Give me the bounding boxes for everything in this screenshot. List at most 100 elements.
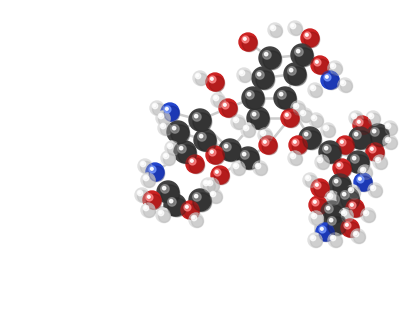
Circle shape	[386, 138, 397, 149]
Circle shape	[291, 44, 313, 66]
Circle shape	[194, 72, 208, 86]
Circle shape	[370, 115, 372, 116]
Circle shape	[310, 114, 324, 128]
Circle shape	[252, 67, 274, 89]
Circle shape	[224, 103, 226, 106]
Circle shape	[193, 193, 212, 212]
Circle shape	[262, 139, 278, 155]
Circle shape	[325, 205, 333, 213]
Circle shape	[342, 82, 344, 84]
Circle shape	[316, 223, 334, 241]
Circle shape	[189, 158, 204, 173]
Circle shape	[339, 139, 354, 155]
Circle shape	[231, 161, 245, 175]
Circle shape	[318, 158, 321, 161]
Circle shape	[386, 124, 389, 127]
Circle shape	[352, 230, 366, 244]
Circle shape	[189, 158, 196, 165]
Circle shape	[189, 109, 211, 131]
Circle shape	[163, 153, 169, 159]
Circle shape	[166, 142, 180, 156]
Circle shape	[373, 155, 387, 169]
Circle shape	[290, 152, 303, 166]
Circle shape	[194, 129, 216, 151]
Circle shape	[256, 71, 264, 79]
Circle shape	[213, 168, 230, 185]
Circle shape	[158, 113, 164, 119]
Circle shape	[223, 143, 231, 151]
Circle shape	[149, 166, 164, 181]
Circle shape	[314, 201, 316, 203]
Circle shape	[325, 191, 339, 205]
Circle shape	[310, 85, 322, 97]
Circle shape	[317, 157, 323, 163]
Circle shape	[157, 112, 171, 126]
Circle shape	[370, 185, 376, 191]
Circle shape	[310, 85, 316, 91]
Circle shape	[325, 205, 344, 224]
Circle shape	[166, 196, 187, 217]
Circle shape	[370, 148, 373, 150]
Circle shape	[293, 46, 314, 67]
Circle shape	[241, 151, 260, 170]
Circle shape	[306, 175, 317, 187]
Circle shape	[363, 210, 369, 216]
Circle shape	[348, 201, 365, 218]
Circle shape	[386, 139, 389, 140]
Circle shape	[192, 215, 203, 227]
Circle shape	[311, 213, 317, 219]
Circle shape	[368, 145, 385, 162]
Circle shape	[237, 147, 259, 169]
Circle shape	[205, 178, 219, 192]
Circle shape	[330, 62, 343, 76]
Circle shape	[313, 58, 330, 75]
Circle shape	[209, 76, 216, 83]
Circle shape	[178, 145, 196, 164]
Circle shape	[292, 25, 294, 27]
Circle shape	[354, 231, 365, 243]
Circle shape	[360, 167, 372, 179]
Circle shape	[207, 180, 213, 186]
Circle shape	[284, 112, 300, 127]
Circle shape	[362, 209, 376, 223]
Circle shape	[288, 151, 302, 165]
Circle shape	[146, 163, 164, 181]
Circle shape	[251, 111, 259, 119]
Circle shape	[208, 181, 211, 184]
Circle shape	[221, 141, 242, 162]
Circle shape	[332, 236, 334, 239]
Circle shape	[336, 162, 352, 178]
Circle shape	[240, 71, 242, 74]
Circle shape	[370, 184, 383, 198]
Circle shape	[328, 217, 336, 225]
Circle shape	[239, 33, 257, 51]
Circle shape	[157, 209, 171, 223]
Circle shape	[160, 115, 162, 116]
Circle shape	[140, 162, 152, 173]
Circle shape	[370, 186, 382, 197]
Circle shape	[171, 125, 179, 133]
Circle shape	[369, 146, 376, 153]
Circle shape	[349, 153, 370, 174]
Circle shape	[209, 149, 216, 156]
Circle shape	[212, 94, 226, 108]
Circle shape	[306, 34, 308, 36]
Circle shape	[212, 193, 214, 195]
Circle shape	[203, 180, 209, 186]
Circle shape	[168, 198, 176, 206]
Circle shape	[349, 111, 363, 125]
Circle shape	[308, 83, 322, 97]
Circle shape	[341, 191, 360, 210]
Circle shape	[161, 185, 180, 204]
Circle shape	[290, 154, 302, 165]
Circle shape	[248, 92, 251, 96]
Circle shape	[342, 193, 346, 196]
Circle shape	[264, 52, 268, 56]
Circle shape	[358, 165, 372, 179]
Circle shape	[222, 102, 238, 117]
Circle shape	[329, 174, 351, 196]
Circle shape	[234, 117, 245, 129]
Circle shape	[368, 113, 374, 119]
Circle shape	[208, 148, 225, 165]
Circle shape	[214, 169, 230, 184]
